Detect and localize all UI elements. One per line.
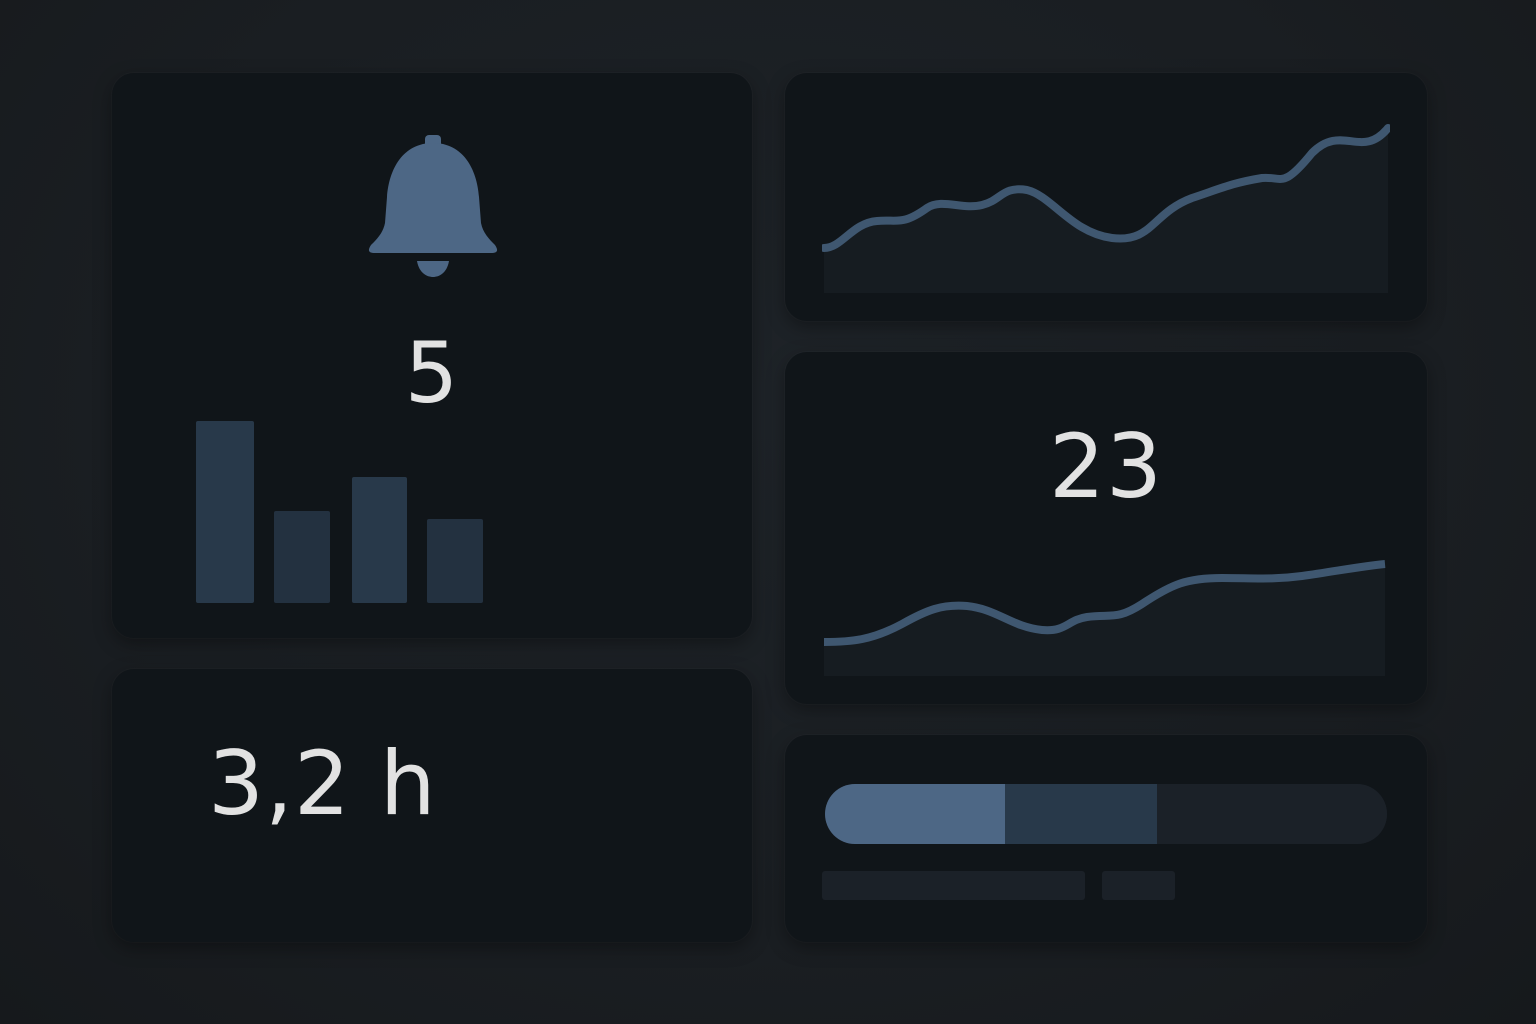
bar-1 (196, 421, 254, 603)
bar-3 (352, 477, 407, 603)
time-value: 3,2 h (208, 732, 437, 835)
progress-card[interactable] (785, 735, 1427, 942)
count-value: 23 (1049, 415, 1163, 518)
count-area (824, 564, 1385, 676)
segmented-progress-bar (825, 784, 1387, 844)
count-line (823, 560, 1386, 646)
label-placeholder-2 (1102, 871, 1175, 900)
label-placeholder-1 (822, 871, 1085, 900)
alerts-bar-chart (196, 421, 496, 603)
bar-2 (274, 511, 330, 603)
progress-segment-2 (1004, 784, 1157, 844)
alerts-count: 5 (404, 324, 460, 422)
progress-segment-1 (825, 784, 1005, 844)
count-sparkline (823, 560, 1386, 676)
progress-segment-3 (1156, 784, 1387, 844)
trend-line (822, 124, 1390, 252)
trend-card[interactable] (785, 73, 1427, 321)
bell-icon (368, 135, 498, 277)
trend-sparkline (822, 124, 1390, 293)
bar-4 (427, 519, 483, 603)
count-card[interactable]: 23 (785, 352, 1427, 704)
trend-area (824, 128, 1388, 293)
time-card[interactable]: 3,2 h (112, 669, 752, 942)
alerts-card[interactable]: 5 (112, 73, 752, 638)
